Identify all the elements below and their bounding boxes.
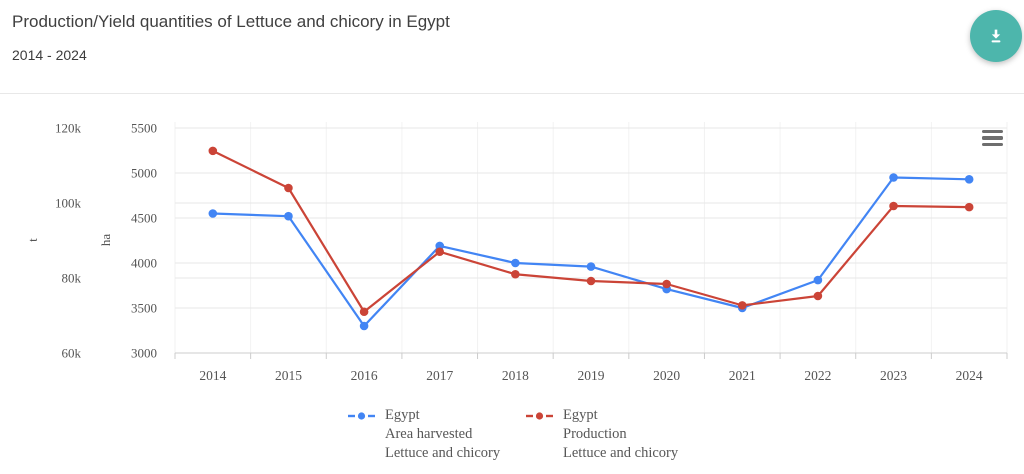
y-tick-label-ha: 3000: [131, 346, 157, 361]
data-point[interactable]: [511, 269, 520, 279]
data-point[interactable]: [284, 183, 293, 193]
data-point[interactable]: [284, 211, 293, 221]
header-divider: [0, 93, 1024, 94]
y-tick-label-t: 100k: [55, 196, 82, 211]
x-tick-label: 2020: [653, 368, 680, 383]
x-tick-label: 2016: [351, 368, 378, 383]
data-point[interactable]: [511, 258, 520, 268]
page-title: Production/Yield quantities of Lettuce a…: [12, 12, 450, 31]
data-point[interactable]: [359, 321, 369, 331]
x-tick-label: 2021: [729, 368, 756, 383]
data-point[interactable]: [964, 175, 974, 184]
x-tick-label: 2015: [275, 368, 302, 383]
legend-label: Egypt Production Lettuce and chicory: [563, 407, 679, 461]
y-tick-label-t: 120k: [55, 121, 82, 136]
legend-entry-production[interactable]: Egypt Production Lettuce and chicory: [526, 406, 678, 463]
y-tick-label-ha: 4500: [131, 211, 157, 226]
legend-marker-0: [348, 412, 375, 420]
page-subtitle: 2014 - 2024: [12, 47, 87, 63]
y-tick-label-ha: 5500: [131, 121, 157, 136]
data-point[interactable]: [889, 173, 898, 182]
y-tick-label-ha: 5000: [131, 166, 157, 181]
x-tick-label: 2017: [426, 368, 453, 383]
chart-menu-button[interactable]: [982, 126, 1008, 150]
y-axis-unit-ha: ha: [98, 234, 113, 247]
data-point[interactable]: [586, 276, 596, 286]
data-point[interactable]: [586, 262, 596, 271]
x-tick-label: 2019: [578, 368, 605, 383]
data-point[interactable]: [208, 146, 218, 156]
data-point[interactable]: [435, 247, 445, 257]
y-axis-unit-t: t: [25, 238, 40, 242]
data-point[interactable]: [662, 279, 671, 289]
data-point[interactable]: [889, 201, 898, 211]
x-tick-label: 2023: [880, 368, 907, 383]
data-point[interactable]: [813, 275, 823, 285]
download-icon: [991, 29, 1001, 43]
x-tick-label: 2014: [199, 368, 226, 383]
legend-marker-1: [526, 412, 553, 420]
hamburger-menu-icon: [982, 129, 1003, 134]
data-point[interactable]: [813, 291, 823, 301]
y-tick-label-ha: 4000: [131, 256, 157, 271]
data-point[interactable]: [359, 307, 369, 317]
x-tick-label: 2024: [956, 368, 983, 383]
download-button[interactable]: [970, 10, 1022, 62]
y-tick-label-t: 60k: [62, 346, 82, 361]
data-point[interactable]: [964, 202, 974, 212]
y-tick-label-t: 80k: [62, 271, 82, 286]
x-tick-label: 2022: [804, 368, 831, 383]
x-tick-label: 2018: [502, 368, 529, 383]
legend-entry-area-harvested[interactable]: Egypt Area harvested Lettuce and chicory: [348, 406, 500, 463]
data-point[interactable]: [737, 301, 747, 310]
legend-label: Egypt Area harvested Lettuce and chicory: [385, 407, 501, 461]
y-tick-label-ha: 3500: [131, 301, 157, 316]
data-point[interactable]: [208, 209, 218, 218]
